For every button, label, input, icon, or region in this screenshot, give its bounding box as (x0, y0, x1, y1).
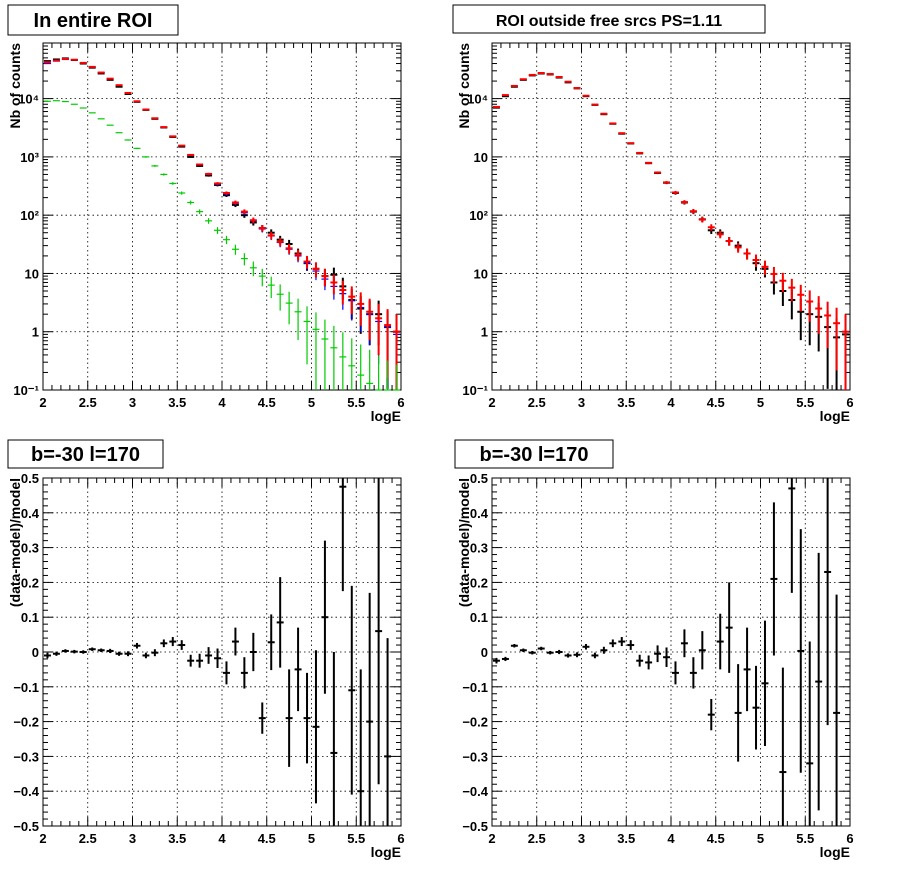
x-tick-label: 4.5 (258, 395, 276, 410)
x-tick-label: 2.5 (79, 831, 97, 846)
x-tick-label: 3.5 (168, 831, 186, 846)
y-tick-label: 10⁻¹ (13, 383, 39, 398)
chart-title: In entire ROI (34, 10, 153, 32)
y-tick-label: 10² (20, 208, 39, 223)
x-tick-label: 4 (667, 831, 675, 846)
x-axis-label: logE (371, 408, 401, 424)
y-tick-label: −0.4 (13, 784, 39, 799)
y-tick-label: −0.4 (462, 784, 488, 799)
plot-frame (492, 43, 850, 390)
x-tick-label: 2.5 (528, 831, 546, 846)
y-tick-label: 10³ (20, 150, 39, 165)
y-tick-label: 0.3 (470, 541, 488, 556)
x-tick-label: 4.5 (258, 831, 276, 846)
panel-top-right: 2 2.5 3 3.5 4 4.5 5 5.5 610⁻¹11010²10⁳10⁴logENb … (453, 5, 854, 424)
chart-title: ROI outside free srcs PS=1.11 (496, 13, 722, 30)
y-tick-label: 10⁳ (474, 150, 488, 165)
plot-frame (43, 478, 401, 826)
y-tick-label: 0.1 (21, 610, 39, 625)
y-tick-label: 10 (25, 266, 39, 281)
x-tick-label: 4 (218, 395, 226, 410)
y-tick-label: −0.1 (462, 680, 488, 695)
plot-frame (43, 43, 401, 390)
x-tick-label: 3 (578, 831, 585, 846)
y-tick-label: 0.5 (470, 471, 488, 486)
x-axis-label: logE (820, 844, 850, 860)
y-tick-label: 10² (469, 208, 488, 223)
x-tick-label: 3.5 (168, 395, 186, 410)
y-tick-label: 0.4 (21, 506, 40, 521)
x-tick-label: 4 (218, 831, 226, 846)
x-tick-label: 3 (578, 395, 585, 410)
x-tick-label: 3.5 (617, 395, 635, 410)
x-axis-label: logE (820, 408, 850, 424)
y-tick-label: 0.4 (470, 506, 489, 521)
x-tick-label: 5.5 (347, 831, 365, 846)
panel-bottom-right: 2 2.5 3 3.5 4 4.5 5 5.5 6−0.5−0.4−0.3−0.2−0.100.… (455, 440, 854, 860)
y-tick-label: 0.2 (21, 575, 39, 590)
x-tick-label: 5.5 (347, 395, 365, 410)
x-tick-label: 5 (757, 831, 764, 846)
x-tick-label: 2 (488, 831, 495, 846)
y-tick-label: 0.1 (470, 610, 488, 625)
x-tick-label: 5 (308, 831, 315, 846)
x-tick-label: 3 (129, 831, 136, 846)
y-tick-label: 0 (481, 645, 488, 660)
x-tick-label: 5.5 (796, 831, 814, 846)
x-tick-label: 4.5 (707, 395, 725, 410)
x-tick-label: 4 (667, 395, 675, 410)
y-tick-label: −0.1 (13, 680, 39, 695)
x-tick-label: 2 (488, 395, 495, 410)
y-tick-label: −0.2 (13, 715, 39, 730)
panel-bottom-left: 2 2.5 3 3.5 4 4.5 5 5.5 6−0.5−0.4−0.3−0.2−0.100.… (7, 440, 405, 860)
x-axis-label: logE (371, 844, 401, 860)
x-tick-label: 5.5 (796, 395, 814, 410)
panel-top-left: 2 2.5 3 3.5 4 4.5 5 5.5 610⁻¹11010²10³10⁴logENb … (7, 5, 405, 424)
y-axis-label: (data-model)/model (7, 478, 23, 607)
x-tick-label: 2.5 (79, 395, 97, 410)
y-axis-label: Nb of counts (456, 43, 472, 129)
y-tick-label: 0.3 (21, 541, 39, 556)
x-tick-label: 3.5 (617, 831, 635, 846)
x-tick-label: 5 (757, 395, 764, 410)
y-tick-label: 1 (32, 325, 39, 340)
plot-frame (492, 478, 850, 826)
chart-title: b=-30 l=170 (31, 444, 140, 466)
y-tick-label: −0.3 (13, 749, 39, 764)
y-tick-label: 10 (474, 266, 488, 281)
chart-title: b=-30 l=170 (480, 444, 589, 466)
y-tick-label: 0.5 (21, 471, 39, 486)
y-tick-label: 0.2 (470, 575, 488, 590)
x-tick-label: 2 (39, 395, 46, 410)
y-axis-label: (data-model)/model (456, 478, 472, 607)
y-tick-label: −0.5 (462, 819, 488, 834)
y-tick-label: −0.5 (13, 819, 39, 834)
x-tick-label: 3 (129, 395, 136, 410)
x-tick-label: 2.5 (528, 395, 546, 410)
y-tick-label: 0 (32, 645, 39, 660)
y-axis-label: Nb of counts (7, 43, 23, 129)
x-tick-label: 5 (308, 395, 315, 410)
y-tick-label: −0.3 (462, 749, 488, 764)
x-tick-label: 4.5 (707, 831, 725, 846)
y-tick-label: 1 (481, 325, 488, 340)
y-tick-label: 10⁻¹ (462, 383, 488, 398)
y-tick-label: −0.2 (462, 715, 488, 730)
x-tick-label: 2 (39, 831, 46, 846)
